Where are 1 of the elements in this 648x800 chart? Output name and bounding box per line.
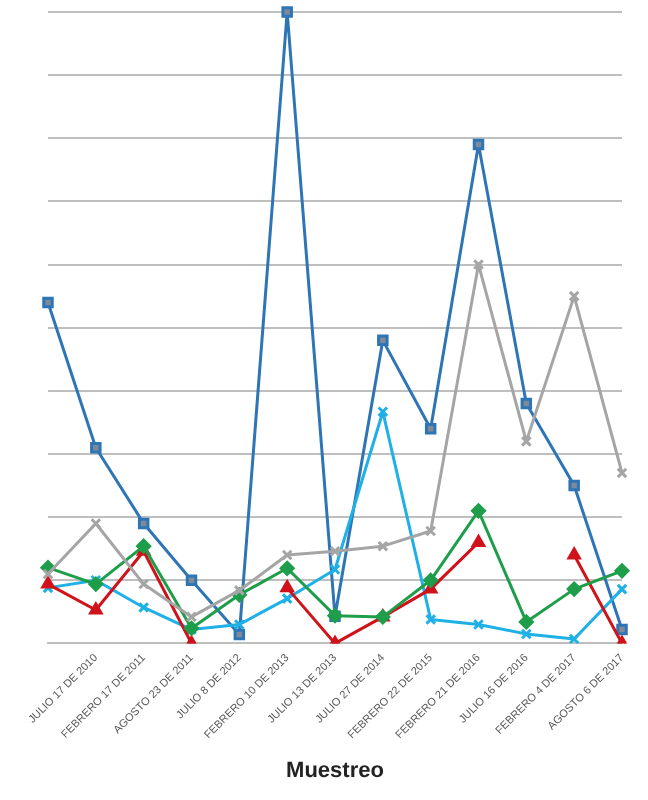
x-axis-title: Muestreo: [286, 758, 385, 783]
